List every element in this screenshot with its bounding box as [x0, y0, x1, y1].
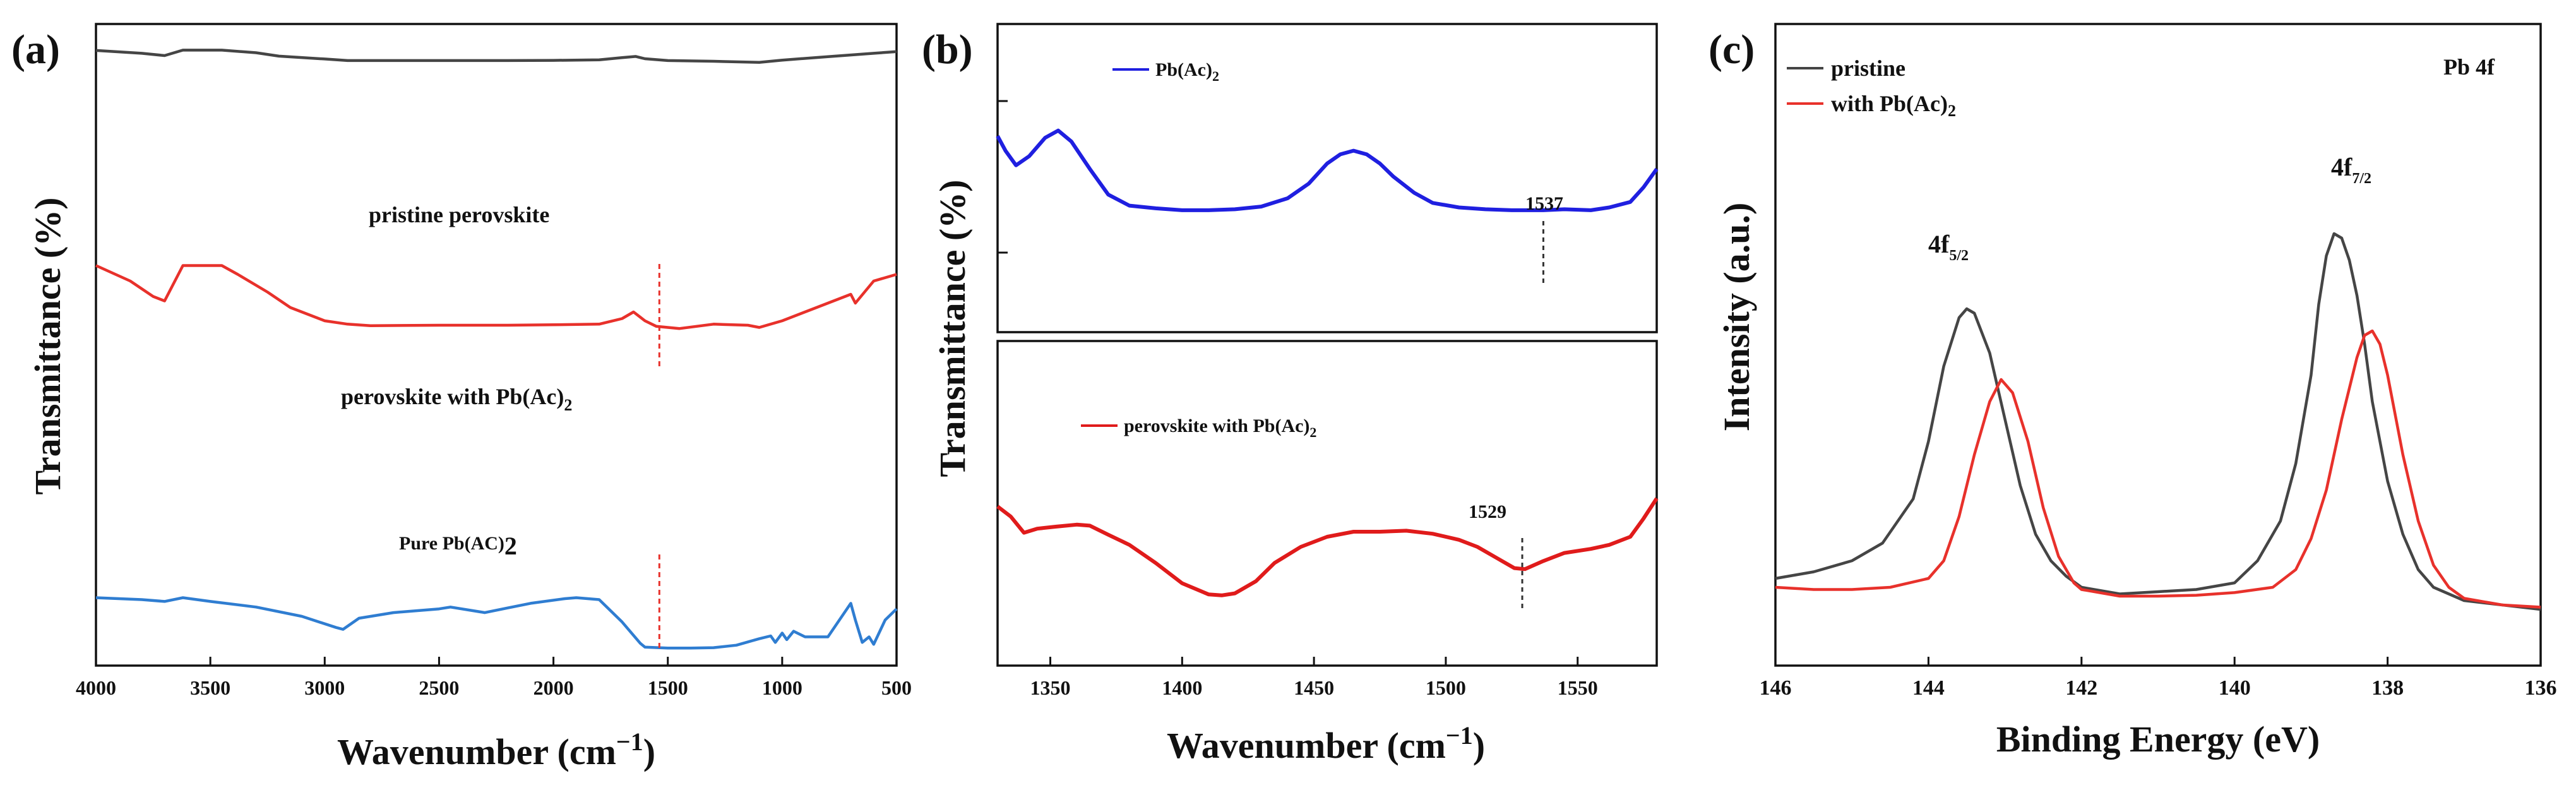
series-line-pristine-3 — [1775, 232, 2541, 611]
label-pure-pbac2: Pure Pb(AC)2 — [399, 532, 517, 560]
panel-b: (b) Transmittance (%) 1350 1400 1450 1500 15… — [922, 23, 1659, 766]
panel-a: (a) Transmittance (%) 4000 3500 3000 2500 20… — [11, 23, 912, 772]
label-pristine-perovskite: pristine perovskite — [369, 202, 549, 227]
x-tick-label-4000-0: 4000 — [76, 676, 116, 699]
x-tick-label-1500-0: 1500 — [648, 676, 688, 699]
panel-b-label: (b) — [922, 27, 973, 73]
x-tick-label-2000-0: 2000 — [534, 676, 574, 699]
panel-c-curves — [1775, 232, 2541, 611]
x-tick-label-146-3: 146 — [1760, 676, 1792, 700]
x-tick-label-3500-0: 3500 — [190, 676, 230, 699]
series-line-pb-ac-1 — [996, 128, 1659, 212]
series-line-perovskite-with-pb-ac-2 — [996, 497, 1659, 597]
panel-c-y-title: Intensity (a.u.) — [1716, 203, 1757, 432]
annotation-1537: 1537 — [1525, 193, 1563, 214]
series-line-pristine-perovskite-0 — [95, 49, 897, 64]
panel-a-frame — [95, 23, 898, 667]
x-tick-label-500-0: 500 — [881, 676, 912, 699]
series-line-pure-pb-ac-0 — [95, 596, 898, 650]
legend-label-pristine: pristine — [1831, 56, 1905, 81]
panel-c-x-title: Binding Energy (eV) — [1996, 719, 2320, 760]
panel-a-x-ticks: 4000 3500 3000 2500 2000 1500 1000 500 — [76, 657, 912, 699]
panel-a-y-title: Transmittance (%) — [27, 198, 68, 495]
x-tick-label-140-3: 140 — [2219, 676, 2251, 700]
panel-a-curves — [95, 49, 898, 650]
x-tick-label-1550-2: 1550 — [1558, 676, 1598, 699]
panel-b-ticks: 1350 1400 1450 1500 1550 — [998, 100, 1598, 699]
x-tick-label-138-3: 138 — [2371, 676, 2404, 700]
series-line-perovskite-with-pb-ac-0 — [95, 264, 897, 330]
panel-c-frame — [1774, 23, 2542, 667]
panel-b-y-title: Transmittance (%) — [932, 180, 973, 477]
panel-b-curves — [996, 128, 1659, 609]
x-tick-label-1400-2: 1400 — [1162, 676, 1202, 699]
x-tick-label-136-3: 136 — [2525, 676, 2557, 700]
peak-label-4f52: 4f5/2 — [1928, 230, 1969, 264]
panel-b-upper-frame — [996, 23, 1658, 333]
x-tick-label-1000-0: 1000 — [762, 676, 802, 699]
panel-b-x-title: Wavenumber (cm−1) — [1167, 721, 1485, 766]
x-tick-label-1500-2: 1500 — [1426, 676, 1466, 699]
legend-label-with-pbac2: with Pb(Ac)2 — [1831, 91, 1956, 120]
peak-label-4f72: 4f7/2 — [2331, 153, 2371, 187]
panel-a-label: (a) — [11, 27, 60, 73]
panel-b-lower-frame — [996, 340, 1658, 667]
legend-label-perovskite-pbac2: perovskite with Pb(Ac)2 — [1124, 416, 1316, 440]
x-tick-label-1450-2: 1450 — [1294, 676, 1334, 699]
panel-c-title: Pb 4f — [2443, 54, 2495, 80]
panel-c-label: (c) — [1708, 27, 1755, 73]
x-tick-label-1350-2: 1350 — [1030, 676, 1071, 699]
x-tick-label-142-3: 142 — [2065, 676, 2097, 700]
panel-c-x-ticks: 146 144 142 140 138 136 — [1760, 657, 2557, 700]
panel-a-x-title: Wavenumber (cm−1) — [337, 727, 655, 772]
legend-label-pbac2: Pb(Ac)2 — [1155, 59, 1219, 84]
panel-c: (c) Intensity (a.u.) 146 144 142 140 138 136 … — [1708, 23, 2557, 760]
x-tick-label-144-3: 144 — [1912, 676, 1945, 700]
annotation-1529: 1529 — [1469, 501, 1506, 522]
x-tick-label-2500-0: 2500 — [419, 676, 459, 699]
label-perovskite-with-pbac2: perovskite with Pb(Ac)2 — [341, 384, 572, 414]
series-line-with-pb-ac-3 — [1775, 329, 2541, 609]
x-tick-label-3000-0: 3000 — [304, 676, 345, 699]
